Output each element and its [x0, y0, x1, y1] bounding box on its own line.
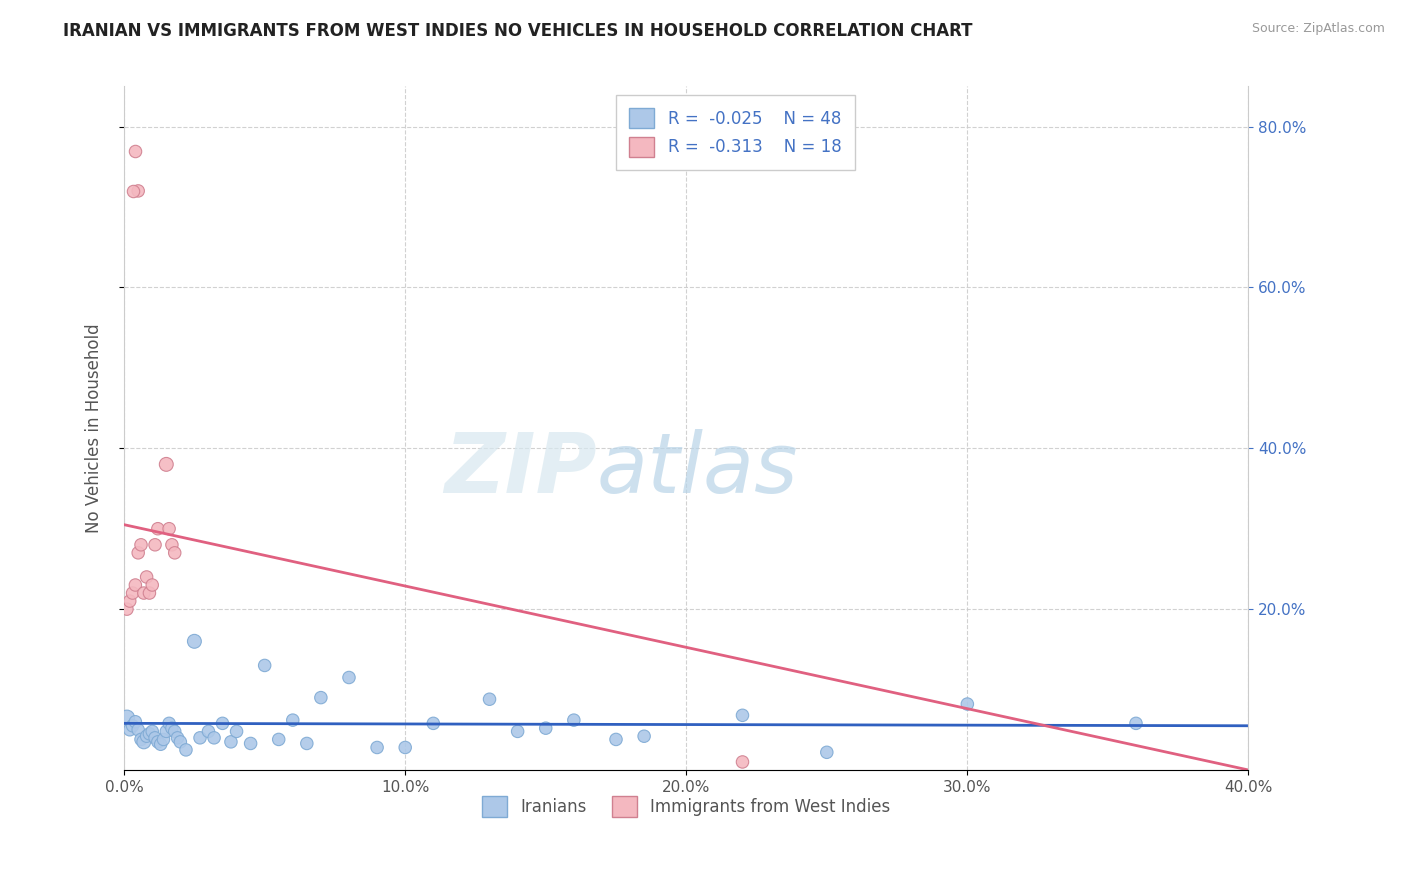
Legend: Iranians, Immigrants from West Indies: Iranians, Immigrants from West Indies	[475, 789, 897, 823]
Point	[169, 735, 191, 749]
Point	[129, 732, 152, 747]
Point	[127, 184, 149, 198]
Point	[239, 736, 262, 750]
Point	[394, 740, 416, 755]
Y-axis label: No Vehicles in Household: No Vehicles in Household	[86, 324, 103, 533]
Point	[124, 714, 146, 729]
Text: Source: ZipAtlas.com: Source: ZipAtlas.com	[1251, 22, 1385, 36]
Text: ZIP: ZIP	[444, 429, 596, 509]
Point	[115, 602, 138, 616]
Point	[163, 724, 186, 739]
Point	[562, 713, 585, 727]
Point	[129, 538, 152, 552]
Point	[309, 690, 332, 705]
Point	[337, 671, 360, 685]
Point	[219, 735, 242, 749]
Point	[127, 723, 149, 737]
Point	[118, 723, 141, 737]
Point	[157, 716, 180, 731]
Point	[132, 735, 155, 749]
Point	[152, 732, 174, 747]
Point	[135, 729, 157, 743]
Point	[121, 184, 143, 198]
Point	[132, 586, 155, 600]
Point	[149, 737, 172, 751]
Point	[202, 731, 225, 745]
Point	[138, 727, 160, 741]
Point	[506, 724, 529, 739]
Point	[605, 732, 627, 747]
Point	[295, 736, 318, 750]
Point	[146, 735, 169, 749]
Point	[197, 724, 219, 739]
Point	[121, 719, 143, 733]
Point	[138, 586, 160, 600]
Point	[124, 578, 146, 592]
Point	[174, 743, 197, 757]
Point	[1125, 716, 1147, 731]
Point	[118, 594, 141, 608]
Point	[267, 732, 290, 747]
Point	[163, 546, 186, 560]
Point	[141, 578, 163, 592]
Text: atlas: atlas	[596, 429, 799, 509]
Point	[160, 538, 183, 552]
Point	[731, 755, 754, 769]
Point	[166, 731, 188, 745]
Point	[155, 724, 177, 739]
Point	[633, 729, 655, 743]
Point	[815, 745, 838, 759]
Point	[731, 708, 754, 723]
Point	[253, 658, 276, 673]
Point	[143, 538, 166, 552]
Point	[121, 586, 143, 600]
Point	[478, 692, 501, 706]
Point	[534, 721, 557, 735]
Point	[141, 724, 163, 739]
Point	[135, 570, 157, 584]
Point	[211, 716, 233, 731]
Point	[157, 522, 180, 536]
Point	[422, 716, 444, 731]
Point	[160, 721, 183, 735]
Point	[188, 731, 211, 745]
Point	[115, 711, 138, 725]
Point	[124, 144, 146, 158]
Point	[366, 740, 388, 755]
Point	[183, 634, 205, 648]
Point	[146, 522, 169, 536]
Point	[143, 731, 166, 745]
Point	[127, 546, 149, 560]
Text: IRANIAN VS IMMIGRANTS FROM WEST INDIES NO VEHICLES IN HOUSEHOLD CORRELATION CHAR: IRANIAN VS IMMIGRANTS FROM WEST INDIES N…	[63, 22, 973, 40]
Point	[155, 458, 177, 472]
Point	[956, 697, 979, 711]
Point	[281, 713, 304, 727]
Point	[225, 724, 247, 739]
